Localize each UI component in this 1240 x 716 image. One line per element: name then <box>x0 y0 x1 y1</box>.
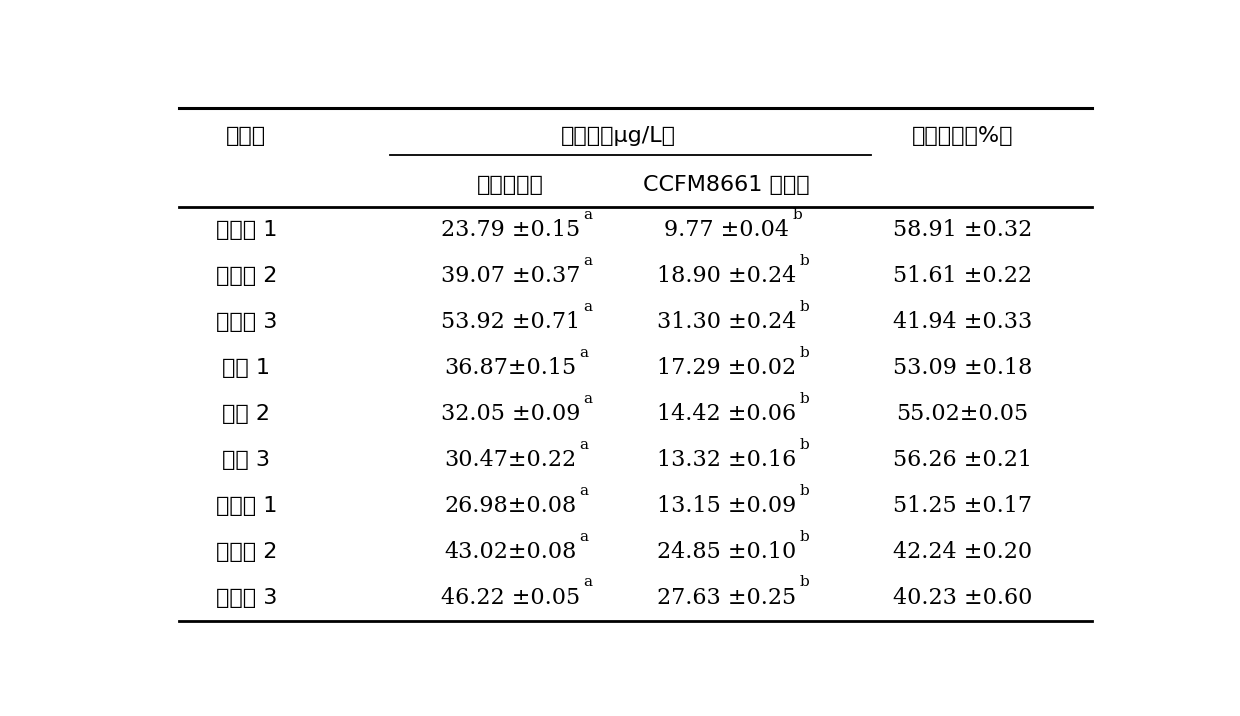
Text: b: b <box>800 254 808 268</box>
Text: 43.02±0.08: 43.02±0.08 <box>444 541 577 563</box>
Text: a: a <box>579 530 589 543</box>
Text: 31.30 ±0.24: 31.30 ±0.24 <box>657 311 796 333</box>
Text: CCFM8661 处理组: CCFM8661 处理组 <box>644 175 810 195</box>
Text: b: b <box>800 437 808 452</box>
Text: 53.09 ±0.18: 53.09 ±0.18 <box>893 357 1032 379</box>
Text: a: a <box>583 576 591 589</box>
Text: 草莓汁 1: 草莓汁 1 <box>216 221 277 240</box>
Text: 51.25 ±0.17: 51.25 ±0.17 <box>893 495 1032 517</box>
Text: a: a <box>583 208 591 222</box>
Text: 46.22 ±0.05: 46.22 ±0.05 <box>441 586 580 609</box>
Text: b: b <box>800 300 810 314</box>
Text: 27.63 ±0.25: 27.63 ±0.25 <box>657 586 796 609</box>
Text: 24.85 ±0.10: 24.85 ±0.10 <box>657 541 796 563</box>
Text: 14.42 ±0.06: 14.42 ±0.06 <box>657 403 796 425</box>
Text: 41.94 ±0.33: 41.94 ±0.33 <box>893 311 1032 333</box>
Text: 30.47±0.22: 30.47±0.22 <box>444 449 577 471</box>
Text: 柔橘汁 1: 柔橘汁 1 <box>216 496 277 516</box>
Text: 40.23 ±0.60: 40.23 ±0.60 <box>893 586 1032 609</box>
Text: 钓去除率（%）: 钓去除率（%） <box>911 125 1013 145</box>
Text: a: a <box>579 346 589 359</box>
Text: 51.61 ±0.22: 51.61 ±0.22 <box>893 265 1032 287</box>
Text: 56.26 ±0.21: 56.26 ±0.21 <box>893 449 1032 471</box>
Text: b: b <box>800 530 808 543</box>
Text: 草莓汁 3: 草莓汁 3 <box>216 312 277 332</box>
Text: 42.24 ±0.20: 42.24 ±0.20 <box>893 541 1032 563</box>
Text: 果蔬汁: 果蔬汁 <box>226 125 267 145</box>
Text: a: a <box>583 392 593 406</box>
Text: 柔橘汁 3: 柔橘汁 3 <box>216 588 277 608</box>
Text: 13.32 ±0.16: 13.32 ±0.16 <box>657 449 796 471</box>
Text: b: b <box>800 576 808 589</box>
Text: 梨汁 3: 梨汁 3 <box>222 450 270 470</box>
Text: 钓含量（μg/L）: 钓含量（μg/L） <box>562 125 676 145</box>
Text: 13.15 ±0.09: 13.15 ±0.09 <box>657 495 796 517</box>
Text: 36.87±0.15: 36.87±0.15 <box>444 357 577 379</box>
Text: 26.98±0.08: 26.98±0.08 <box>444 495 577 517</box>
Text: 58.91 ±0.32: 58.91 ±0.32 <box>893 219 1032 241</box>
Text: 32.05 ±0.09: 32.05 ±0.09 <box>441 403 580 425</box>
Text: 9.77 ±0.04: 9.77 ±0.04 <box>665 219 790 241</box>
Text: b: b <box>800 483 808 498</box>
Text: a: a <box>579 483 589 498</box>
Text: 柔橘汁 2: 柔橘汁 2 <box>216 542 277 562</box>
Text: 39.07 ±0.37: 39.07 ±0.37 <box>441 265 580 287</box>
Text: 55.02±0.05: 55.02±0.05 <box>897 403 1028 425</box>
Text: 梨汁 1: 梨汁 1 <box>222 358 270 378</box>
Text: 17.29 ±0.02: 17.29 ±0.02 <box>657 357 796 379</box>
Text: 23.79 ±0.15: 23.79 ±0.15 <box>441 219 580 241</box>
Text: b: b <box>800 346 808 359</box>
Text: 53.92 ±0.71: 53.92 ±0.71 <box>441 311 580 333</box>
Text: b: b <box>800 392 808 406</box>
Text: 草莓汁 2: 草莓汁 2 <box>216 266 277 286</box>
Text: a: a <box>583 254 593 268</box>
Text: b: b <box>792 208 802 222</box>
Text: a: a <box>583 300 591 314</box>
Text: 梨汁 2: 梨汁 2 <box>222 404 270 424</box>
Text: a: a <box>579 437 589 452</box>
Text: 18.90 ±0.24: 18.90 ±0.24 <box>657 265 796 287</box>
Text: 空白对照组: 空白对照组 <box>477 175 544 195</box>
